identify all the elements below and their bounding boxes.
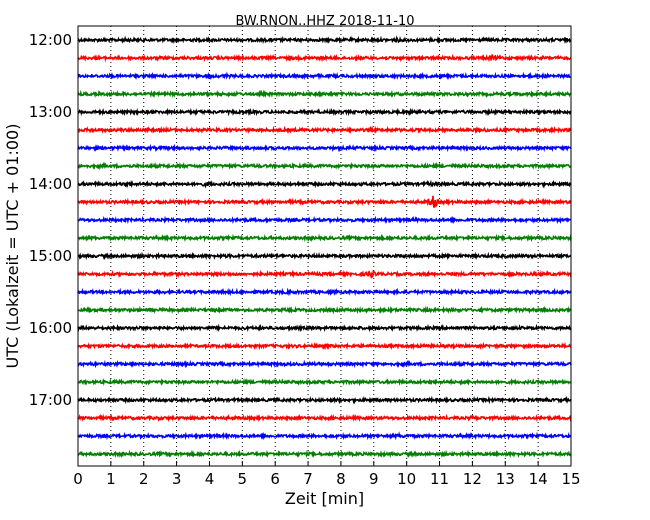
x-tick-label-0: 0	[73, 470, 83, 488]
trace-17:00	[77, 395, 572, 405]
y-tick-label-12:00: 12:00	[29, 31, 72, 49]
x-tick-label-6: 6	[270, 470, 280, 488]
traces	[77, 35, 572, 459]
y-tick-label-17:00: 17:00	[29, 391, 72, 409]
trace-17:15	[77, 413, 572, 423]
trace-14:00	[77, 179, 572, 189]
trace-12:15	[77, 53, 572, 63]
trace-16:45	[77, 377, 572, 387]
x-tick-label-1: 1	[106, 470, 116, 488]
trace-13:45	[77, 161, 572, 171]
chart-title: BW.RNON..HHZ 2018-11-10	[235, 14, 414, 29]
y-axis-label: UTC (Lokalzeit = UTC + 01:00)	[3, 124, 22, 369]
x-tick-label-3: 3	[172, 470, 182, 488]
trace-15:45	[77, 305, 572, 315]
trace-15:30	[77, 287, 572, 297]
y-tick-label-14:00: 14:00	[29, 175, 72, 193]
grid-lines	[110, 26, 539, 466]
trace-12:30	[77, 71, 572, 81]
x-tick-label-9: 9	[369, 470, 379, 488]
trace-16:00	[77, 323, 572, 333]
trace-12:00	[77, 35, 572, 45]
trace-15:15	[77, 269, 572, 280]
x-tick-label-4: 4	[205, 470, 215, 488]
x-tick-label-10: 10	[397, 470, 416, 488]
x-tick-label-12: 12	[463, 470, 482, 488]
x-tick-label-7: 7	[303, 470, 313, 488]
x-tick-label-14: 14	[529, 470, 548, 488]
trace-17:30	[77, 431, 572, 441]
x-tick-label-13: 13	[496, 470, 515, 488]
x-axis-ticks: 0 1 2 3 4 5 6 7 8 9 10 11 12 13 14 15	[73, 461, 581, 488]
trace-15:00	[77, 251, 572, 261]
trace-14:30	[77, 215, 572, 225]
trace-16:30	[77, 359, 572, 369]
trace-12:45	[77, 89, 572, 99]
x-tick-label-11: 11	[430, 470, 449, 488]
y-tick-label-13:00: 13:00	[29, 103, 72, 121]
trace-13:30	[77, 143, 572, 153]
y-axis-ticks: 12:00 13:00 14:00 15:00 16:00 17:00	[29, 31, 571, 409]
trace-13:00	[77, 107, 572, 117]
x-tick-label-8: 8	[336, 470, 346, 488]
x-tick-label-5: 5	[238, 470, 248, 488]
trace-17:45	[77, 449, 572, 459]
y-tick-label-15:00: 15:00	[29, 247, 72, 265]
x-tick-label-15: 15	[561, 470, 580, 488]
trace-14:45	[77, 233, 572, 243]
plot-frame	[77, 25, 572, 467]
y-tick-label-16:00: 16:00	[29, 319, 72, 337]
trace-16:15	[77, 341, 572, 351]
trace-13:15	[77, 125, 572, 135]
x-tick-label-2: 2	[139, 470, 149, 488]
trace-14:15	[77, 195, 572, 208]
x-axis-label: Zeit [min]	[285, 489, 364, 508]
